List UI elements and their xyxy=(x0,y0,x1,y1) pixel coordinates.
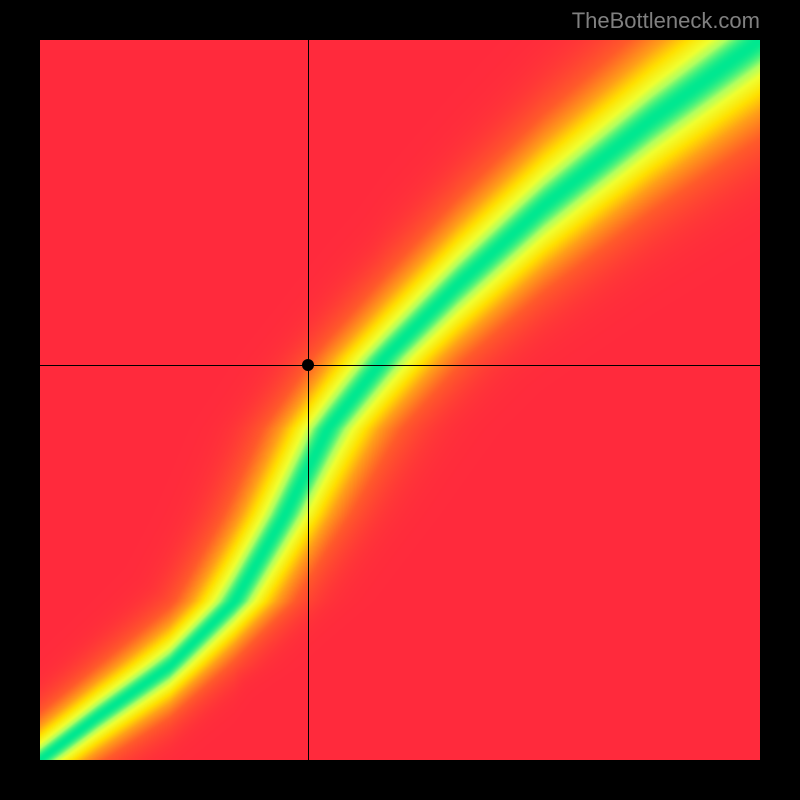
watermark-text: TheBottleneck.com xyxy=(572,8,760,34)
plot-area xyxy=(40,40,760,760)
crosshair-horizontal xyxy=(40,365,760,366)
crosshair-vertical xyxy=(308,40,309,760)
heatmap-canvas xyxy=(40,40,760,760)
marker-dot xyxy=(302,359,314,371)
